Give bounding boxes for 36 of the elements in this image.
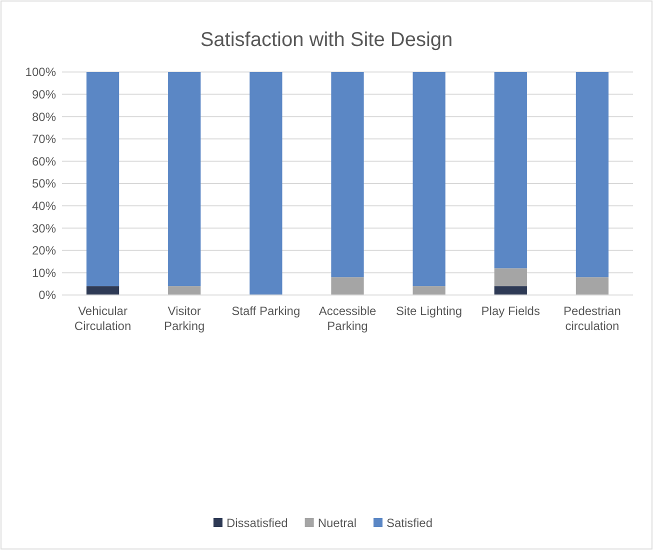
bar xyxy=(168,72,201,286)
y-tick-label: 0% xyxy=(38,288,56,302)
y-tick-label: 70% xyxy=(32,132,56,146)
legend-label: Nuetral xyxy=(318,516,357,530)
x-tick-label: Accessible Parking xyxy=(318,304,377,333)
chart-title: Satisfaction with Site Design xyxy=(200,29,453,51)
bar xyxy=(494,286,527,295)
bar xyxy=(576,277,609,295)
x-tick-label: Visitor Parking xyxy=(164,304,205,333)
y-tick-label: 80% xyxy=(32,110,56,124)
y-tick-label: 60% xyxy=(32,154,56,168)
bar xyxy=(494,268,527,286)
y-tick-label: 30% xyxy=(32,221,56,236)
y-tick-label: 20% xyxy=(32,244,56,258)
x-tick-label: Play Fields xyxy=(481,304,540,318)
y-tick-label: 10% xyxy=(32,266,56,280)
bar xyxy=(494,72,527,268)
y-tick-label: 90% xyxy=(32,88,56,102)
x-tick-label: Site Lighting xyxy=(396,304,462,318)
y-tick-label: 50% xyxy=(32,176,56,191)
bar xyxy=(250,72,282,295)
bar xyxy=(331,72,364,278)
x-tick-label: Vehicular Circulation xyxy=(74,304,132,333)
bar xyxy=(86,72,120,286)
bar xyxy=(412,72,446,286)
x-tick-label: Staff Parking xyxy=(232,304,300,318)
legend-label: Dissatisfied xyxy=(226,516,288,530)
bar xyxy=(331,277,364,295)
bar xyxy=(168,286,201,295)
bar xyxy=(86,286,120,295)
x-tick-label: Pedestrian circulation xyxy=(564,304,621,333)
bar xyxy=(412,286,446,295)
bar xyxy=(576,72,609,278)
legend-label: Satisfied xyxy=(386,516,433,530)
y-tick-label: 100% xyxy=(25,65,56,80)
y-tick-label: 40% xyxy=(32,199,56,213)
